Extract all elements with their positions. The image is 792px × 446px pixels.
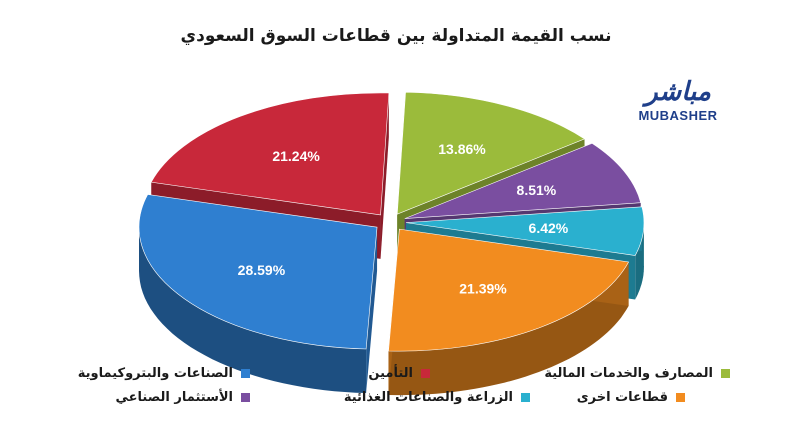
legend-label: قطاعات اخرى <box>576 390 668 405</box>
slice-value-label: 8.51% <box>517 182 557 198</box>
pie-slice-face <box>380 92 389 259</box>
legend-swatch <box>676 393 685 402</box>
pie-slice <box>396 91 586 215</box>
legend-item: الصناعات والبتروكيماوية <box>78 366 250 381</box>
legend-label: الزراعة والصناعات الغذائية <box>343 390 513 405</box>
mubasher-logo: مباشر MUBASHER <box>630 78 740 130</box>
slice-value-label: 21.39% <box>459 281 507 297</box>
chart-title: نسب القيمة المتداولة بين قطاعات السوق ال… <box>180 26 612 46</box>
logo-arabic-text: مباشر <box>645 77 711 107</box>
legend-swatch <box>721 369 730 378</box>
legend-swatch <box>241 369 250 378</box>
legend-item: قطاعات اخرى <box>577 390 685 405</box>
legend-item: المصارف والخدمات المالية <box>544 366 730 381</box>
legend-label: الأستثمار الصناعي <box>115 390 233 405</box>
legend-swatch <box>241 393 250 402</box>
legend-item: التأمين <box>368 366 430 381</box>
pie-slice <box>150 92 390 216</box>
slice-value-label: 13.86% <box>438 141 486 157</box>
logo-english-text: MUBASHER <box>638 108 718 123</box>
legend-label: التأمين <box>368 366 413 381</box>
legend-item: الأستثمار الصناعي <box>115 390 250 405</box>
pie-slice <box>388 228 630 352</box>
legend-label: المصارف والخدمات المالية <box>544 366 713 381</box>
chart-legend: المصارف والخدمات المالية التأمين الصناعا… <box>60 362 740 422</box>
legend-swatch <box>521 393 530 402</box>
pie-slice <box>404 142 642 219</box>
legend-swatch <box>421 369 430 378</box>
pie-slice <box>405 206 645 256</box>
pie-slice-side <box>388 262 629 396</box>
legend-label: الصناعات والبتروكيماوية <box>77 366 233 381</box>
slice-value-label: 28.59% <box>238 262 286 278</box>
slice-value-label: 21.24% <box>272 148 320 164</box>
pie-slice <box>138 194 378 350</box>
legend-item: الزراعة والصناعات الغذائية <box>344 390 530 405</box>
pie-slice-side <box>139 226 367 393</box>
slice-value-label: 6.42% <box>529 220 569 236</box>
